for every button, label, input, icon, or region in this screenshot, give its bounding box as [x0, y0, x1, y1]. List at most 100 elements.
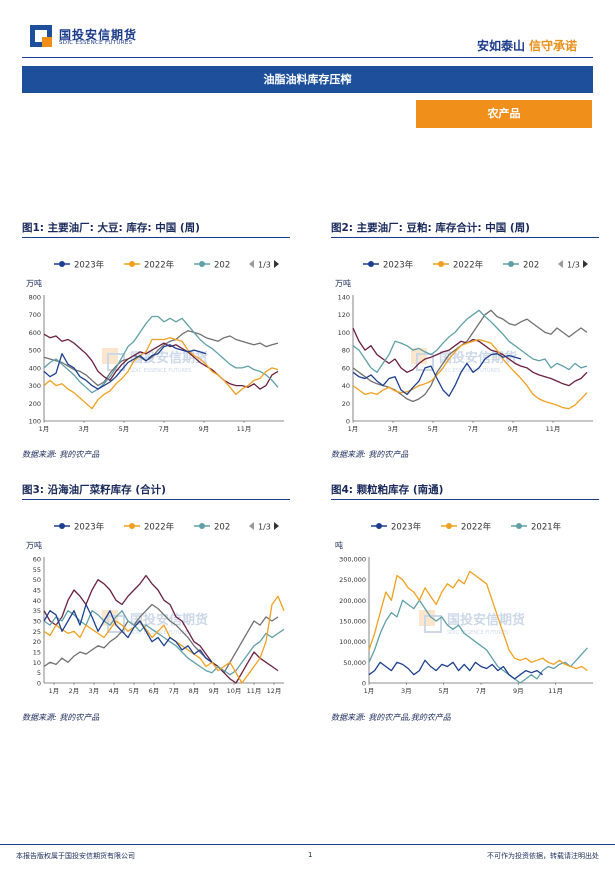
y-tick-label: 700 [29, 311, 41, 319]
legend-label: 202 [214, 523, 230, 533]
figure-title-rule [22, 237, 290, 238]
x-tick-label: 5月 [129, 687, 140, 695]
slogan: 安如泰山 信守承诺 [477, 37, 577, 54]
y-tick-label: 55 [33, 566, 41, 574]
next-page-icon [274, 522, 279, 530]
copyright-note: 本报告版权属于国投安信期货有限公司 [16, 852, 135, 860]
header-divider [22, 57, 593, 58]
series-line-s2022 [368, 570, 588, 672]
y-tick-label: 20 [342, 400, 350, 408]
y-tick-label: 300 [29, 382, 41, 390]
y-tick-label: 40 [342, 382, 350, 390]
legend-label: 202 [214, 261, 230, 271]
x-tick-label: 3月 [401, 687, 412, 695]
x-tick-label: 11月 [247, 687, 262, 695]
watermark: 国投安信期货 SDIC ESSENCE FUTURES [419, 610, 525, 636]
category-tag: 农产品 [416, 100, 592, 128]
series-line-s2022 [43, 337, 279, 410]
legend-marker [438, 261, 444, 267]
prev-page-icon [249, 522, 254, 530]
prev-page-icon [249, 260, 254, 268]
y-axis-unit: 万吨 [26, 540, 42, 550]
legend-label: 2022年 [144, 260, 175, 271]
logo-name-cn: 国投安信期货 [59, 28, 138, 42]
y-tick-label: 150,000 [339, 618, 366, 626]
series-line-s2023 [352, 353, 522, 397]
watermark-logo-icon [424, 615, 442, 633]
series-line-s2020 [43, 333, 279, 390]
series-line-s2021 [43, 610, 285, 676]
series-line-s2021 [368, 599, 588, 684]
y-tick-label: 30 [33, 618, 41, 626]
x-tick-label: 8月 [189, 687, 200, 695]
x-tick-label: 7月 [169, 687, 180, 695]
legend-marker [199, 523, 205, 529]
x-tick-label: 7月 [159, 425, 170, 433]
series-line-s2020 [352, 327, 588, 387]
watermark-logo-icon [419, 610, 435, 626]
data-source: 数据来源: 我的农产品 [22, 450, 100, 459]
legend-label: 2023年 [383, 260, 414, 271]
y-tick-label: 40 [33, 597, 41, 605]
legend-pager: 1/3 [567, 261, 580, 270]
y-tick-label: 100 [338, 329, 350, 337]
x-tick-label: 6月 [149, 687, 160, 695]
watermark-text-en: SDIC ESSENCE FUTURES [439, 368, 500, 374]
x-tick-label: 1月 [364, 687, 375, 695]
y-tick-label: 200,000 [339, 597, 366, 605]
logo-mark-icon [30, 25, 52, 47]
legend-marker [129, 261, 135, 267]
x-tick-label: 12月 [267, 687, 282, 695]
footer-divider [0, 844, 615, 845]
y-tick-label: 0 [346, 418, 350, 426]
y-tick-label: 200 [29, 400, 41, 408]
legend-label: 202 [523, 261, 539, 271]
next-page-icon [583, 260, 588, 268]
y-tick-label: 20 [33, 638, 41, 646]
watermark-text-cn: 国投安信期货 [439, 350, 517, 366]
series-line-s2022 [43, 595, 285, 684]
y-tick-label: 0 [362, 680, 366, 688]
x-tick-label: 5月 [438, 687, 449, 695]
watermark: 国投安信期货 SDIC ESSENCE FUTURES [411, 348, 517, 374]
figure-title: 图1: 主要油厂: 大豆: 库存: 中国 (周) [22, 222, 200, 234]
watermark-text-cn: 国投安信期货 [447, 612, 525, 628]
x-tick-label: 7月 [476, 687, 487, 695]
section-banner: 油脂油料库存压榨 [22, 66, 593, 93]
y-axis-unit: 万吨 [26, 278, 42, 288]
y-tick-label: 50 [33, 576, 41, 584]
y-tick-label: 35 [33, 607, 41, 615]
y-axis-unit: 吨 [335, 540, 343, 550]
watermark-text-en: SDIC ESSENCE FUTURES [130, 630, 191, 636]
y-tick-label: 50,000 [343, 659, 366, 667]
x-tick-label: 3月 [388, 425, 399, 433]
y-tick-label: 45 [33, 587, 41, 595]
legend-label: 2022年 [144, 522, 175, 533]
legend-marker [516, 523, 522, 529]
watermark-logo-icon [102, 348, 118, 364]
series-line-s2022 [352, 338, 588, 410]
legend-label: 2022年 [461, 522, 492, 533]
legend-marker [446, 523, 452, 529]
figure-title: 图4: 颗粒粕库存 (南通) [331, 484, 444, 496]
legend-marker [508, 261, 514, 267]
y-tick-label: 80 [342, 347, 350, 355]
company-logo: 国投安信期货 SDIC ESSENCE FUTURES [30, 25, 170, 51]
y-tick-label: 140 [338, 294, 350, 302]
page-number: 1 [308, 851, 313, 859]
x-tick-label: 9月 [199, 425, 210, 433]
figure-title: 图3: 沿海油厂菜籽库存 (合计) [22, 484, 166, 496]
slogan-part-2: 信守承诺 [528, 39, 577, 53]
legend-marker [376, 523, 382, 529]
y-tick-label: 250,000 [339, 576, 366, 584]
x-tick-label: 5月 [119, 425, 130, 433]
legend-pager: 1/3 [258, 523, 271, 532]
legend-marker [59, 523, 65, 529]
x-tick-label: 3月 [89, 687, 100, 695]
watermark-logo-icon [416, 353, 434, 371]
x-tick-label: 9月 [513, 687, 524, 695]
y-tick-label: 25 [33, 628, 41, 636]
figure-title: 图2: 主要油厂: 豆粕: 库存合计: 中国 (周) [331, 222, 530, 234]
